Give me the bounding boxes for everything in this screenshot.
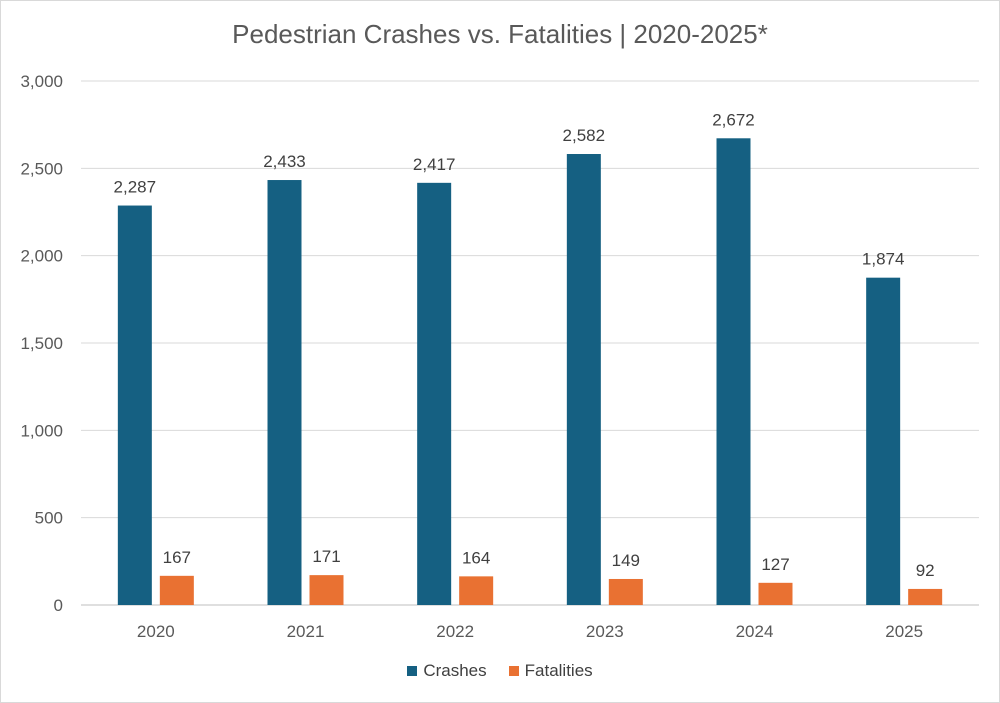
y-tick-label: 500 bbox=[35, 509, 63, 528]
x-tick-label: 2023 bbox=[586, 622, 624, 641]
bar-crashes bbox=[417, 182, 452, 605]
x-tick-label: 2021 bbox=[287, 622, 325, 641]
data-label-fatalities: 92 bbox=[916, 561, 935, 580]
legend-label-crashes: Crashes bbox=[423, 661, 487, 680]
x-tick-label: 2024 bbox=[736, 622, 774, 641]
bar-crashes bbox=[716, 138, 751, 606]
bar-fatalities bbox=[758, 582, 793, 605]
data-label-crashes: 2,417 bbox=[413, 155, 456, 174]
data-label-fatalities: 167 bbox=[163, 548, 191, 567]
chart-title: Pedestrian Crashes vs. Fatalities | 2020… bbox=[232, 19, 768, 49]
data-label-crashes: 2,672 bbox=[712, 110, 755, 129]
bar-fatalities bbox=[908, 588, 943, 605]
bar-crashes bbox=[566, 154, 601, 605]
x-tick-label: 2022 bbox=[436, 622, 474, 641]
y-tick-label: 1,000 bbox=[20, 421, 63, 440]
chart-legend: Crashes Fatalities bbox=[1, 661, 999, 681]
bar-crashes bbox=[866, 277, 901, 605]
data-label-crashes: 1,874 bbox=[862, 250, 905, 269]
legend-swatch-crashes bbox=[407, 666, 418, 676]
y-tick-label: 2,500 bbox=[20, 159, 63, 178]
data-label-fatalities: 149 bbox=[612, 551, 640, 570]
bar-crashes bbox=[117, 205, 152, 605]
bar-fatalities bbox=[159, 575, 194, 605]
data-label-fatalities: 164 bbox=[462, 548, 490, 567]
data-label-crashes: 2,433 bbox=[263, 152, 306, 171]
data-label-crashes: 2,582 bbox=[563, 126, 606, 145]
bar-fatalities bbox=[459, 576, 494, 605]
data-label-crashes: 2,287 bbox=[114, 178, 157, 197]
data-label-fatalities: 171 bbox=[312, 547, 340, 566]
legend-item-crashes: Crashes bbox=[407, 661, 487, 681]
legend-label-fatalities: Fatalities bbox=[524, 661, 593, 680]
bar-fatalities bbox=[309, 575, 344, 605]
y-tick-label: 2,000 bbox=[20, 247, 63, 266]
x-tick-label: 2025 bbox=[885, 622, 923, 641]
bar-crashes bbox=[267, 180, 302, 605]
x-tick-label: 2020 bbox=[137, 622, 175, 641]
bar-fatalities bbox=[608, 578, 643, 605]
legend-swatch-fatalities bbox=[508, 666, 519, 676]
y-tick-label: 1,500 bbox=[20, 334, 63, 353]
y-tick-label: 3,000 bbox=[20, 72, 63, 91]
legend-item-fatalities: Fatalities bbox=[508, 661, 593, 681]
y-tick-label: 0 bbox=[54, 596, 63, 615]
data-label-fatalities: 127 bbox=[761, 555, 789, 574]
